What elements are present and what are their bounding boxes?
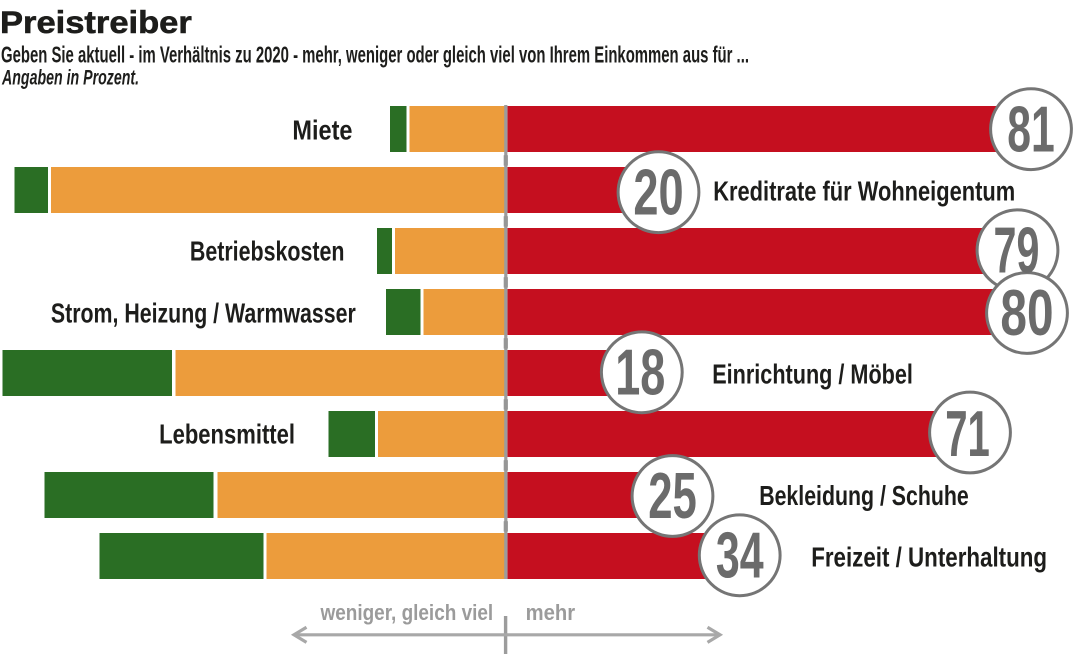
svg-text:18: 18 <box>615 337 665 409</box>
svg-text:weniger, gleich viel: weniger, gleich viel <box>320 601 494 626</box>
svg-text:25: 25 <box>648 460 697 533</box>
svg-text:Miete: Miete <box>292 116 352 146</box>
svg-text:Geben Sie aktuell - im Verhält: Geben Sie aktuell - im Verhältnis zu 202… <box>1 42 749 68</box>
svg-text:81: 81 <box>1007 92 1055 165</box>
svg-text:mehr: mehr <box>526 601 575 625</box>
svg-text:Lebensmittel: Lebensmittel <box>159 419 295 450</box>
svg-text:71: 71 <box>945 399 990 471</box>
svg-text:80: 80 <box>1000 278 1053 350</box>
svg-text:Freizeit / Unterhaltung: Freizeit / Unterhaltung <box>811 542 1047 573</box>
svg-text:34: 34 <box>716 519 764 592</box>
svg-text:79: 79 <box>994 215 1040 286</box>
svg-text:Preistreiber: Preistreiber <box>0 5 192 40</box>
svg-text:Strom, Heizung / Warmwasser: Strom, Heizung / Warmwasser <box>51 298 356 329</box>
svg-text:Kreditrate für Wohneigentum: Kreditrate für Wohneigentum <box>713 176 1015 207</box>
svg-text:Einrichtung / Möbel: Einrichtung / Möbel <box>712 359 913 390</box>
svg-text:20: 20 <box>633 156 683 228</box>
svg-text:Bekleidung / Schuhe: Bekleidung / Schuhe <box>759 480 969 512</box>
svg-text:Betriebskosten: Betriebskosten <box>190 236 345 267</box>
svg-text:Angaben in Prozent.: Angaben in Prozent. <box>1 66 139 90</box>
